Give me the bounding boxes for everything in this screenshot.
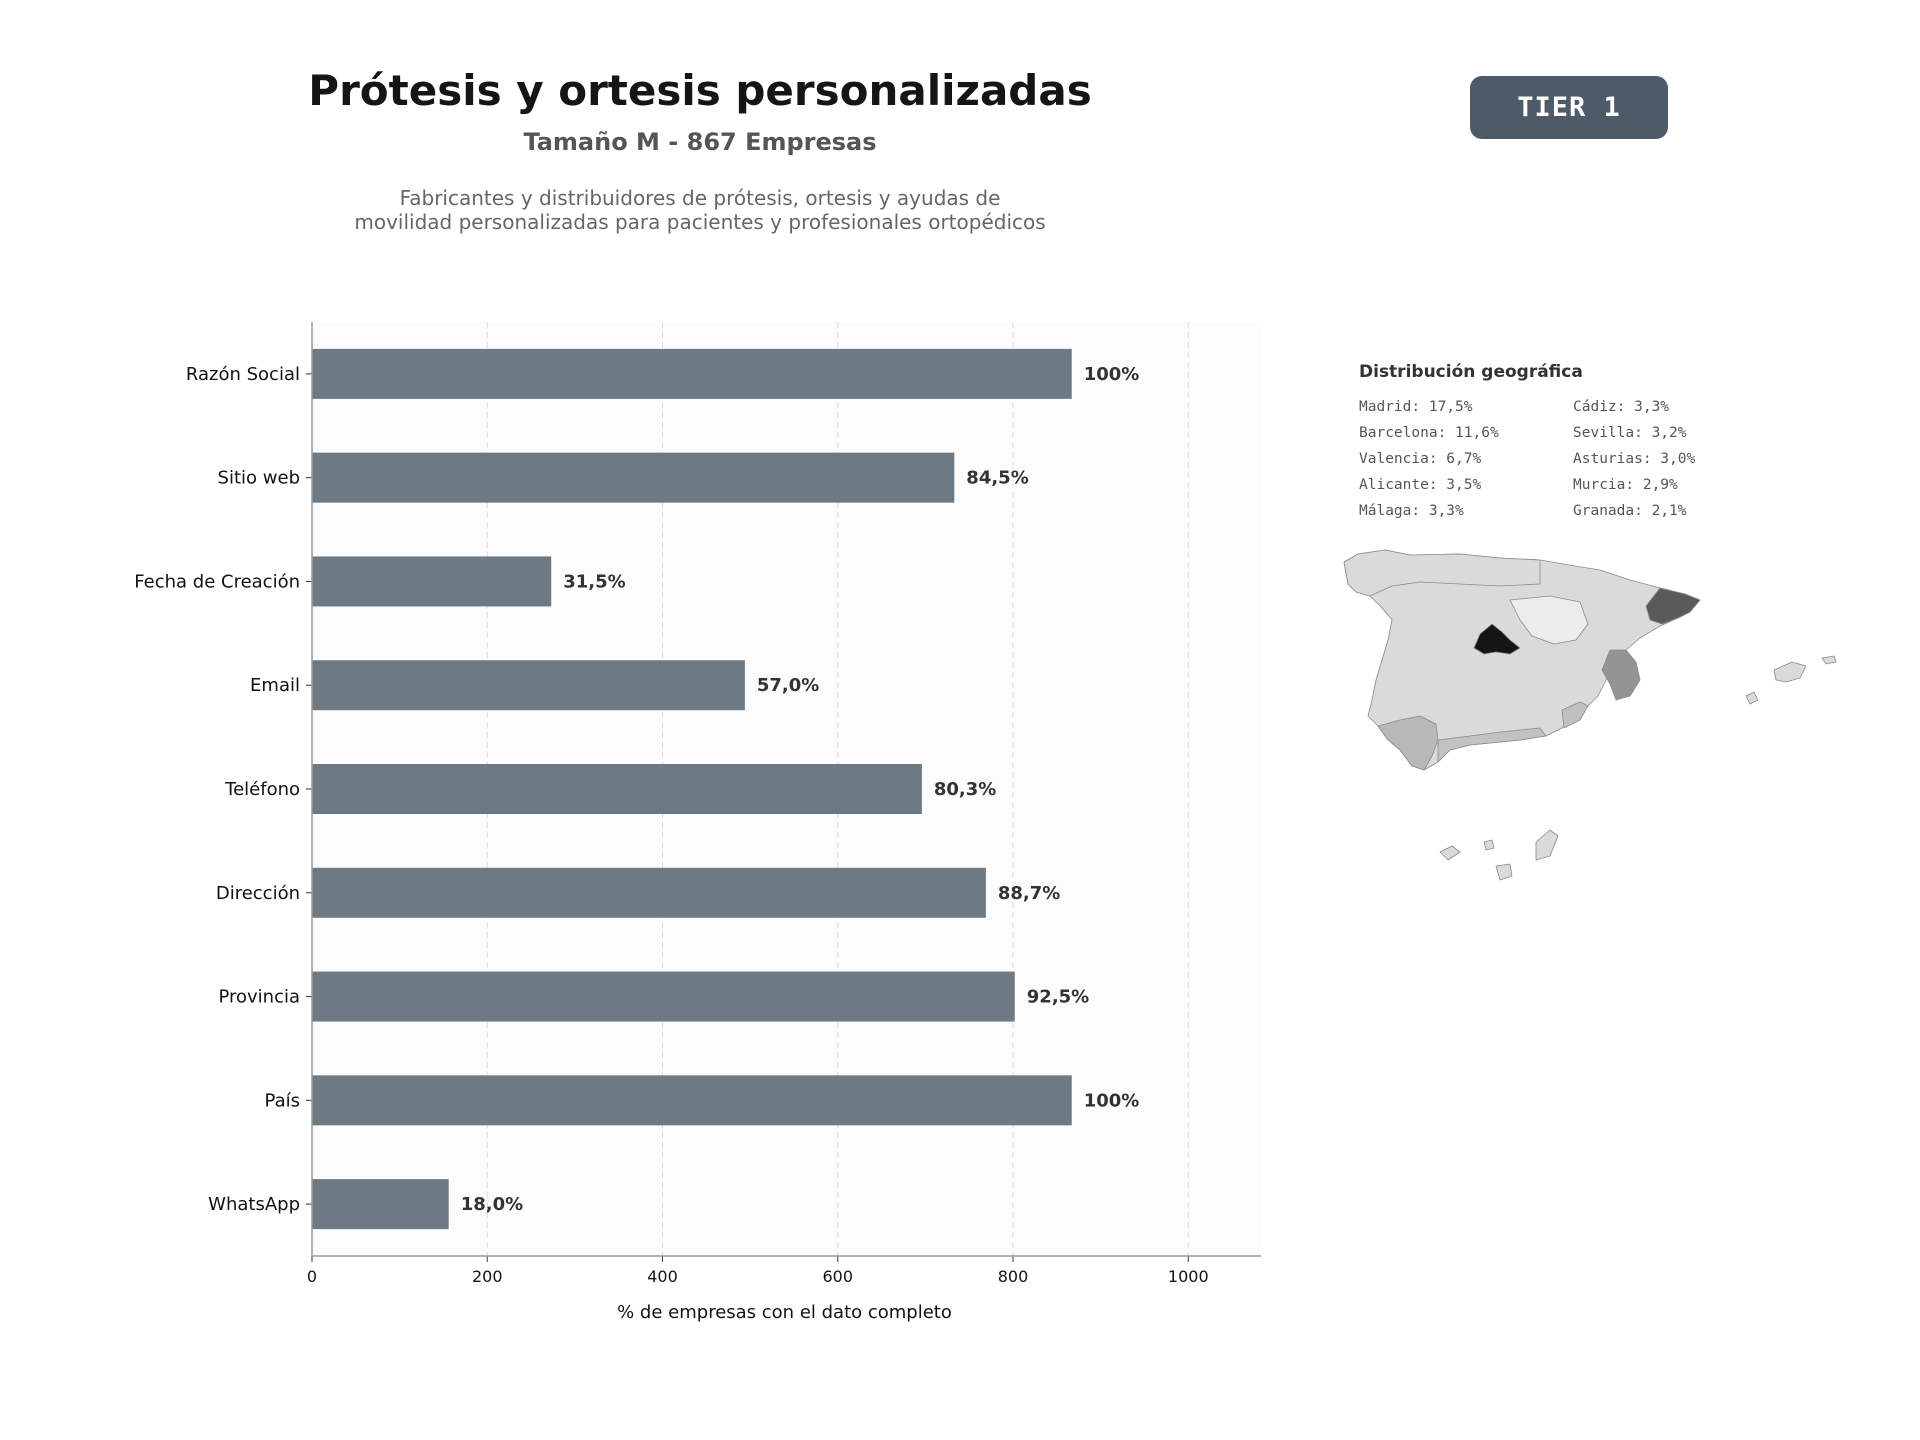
x-tick-label: 800 bbox=[998, 1267, 1029, 1286]
y-tick-label: WhatsApp bbox=[208, 1194, 300, 1215]
geo-item: Alicante: 3,5% bbox=[1359, 477, 1482, 493]
bar bbox=[312, 764, 922, 814]
bar bbox=[312, 867, 986, 918]
map-island-canary-4 bbox=[1483, 839, 1495, 851]
page-title: Prótesis y ortesis personalizadas bbox=[308, 66, 1092, 115]
bar bbox=[312, 660, 745, 711]
map-region-north bbox=[1343, 549, 1541, 597]
x-axis-label: % de empresas con el dato completo bbox=[617, 1302, 952, 1323]
description-line-1: Fabricantes y distribuidores de prótesis… bbox=[399, 186, 1001, 210]
map-island-menorca bbox=[1821, 655, 1837, 665]
description: Fabricantes y distribuidores de prótesis… bbox=[300, 186, 1100, 234]
y-tick-label: Fecha de Creación bbox=[134, 571, 300, 592]
geo-item: Madrid: 17,5% bbox=[1359, 399, 1473, 415]
map-region-catalonia bbox=[1645, 587, 1701, 625]
map-island-mallorca bbox=[1773, 661, 1807, 683]
geo-item: Asturias: 3,0% bbox=[1573, 451, 1696, 467]
bar bbox=[312, 1075, 1072, 1126]
x-tick-label: 400 bbox=[647, 1267, 678, 1286]
data-label: 92,5% bbox=[1027, 987, 1089, 1008]
data-label: 31,5% bbox=[563, 571, 625, 592]
map-region-andalusia-east bbox=[1437, 727, 1547, 763]
map-island-canary-2 bbox=[1495, 863, 1513, 881]
geo-item: Sevilla: 3,2% bbox=[1573, 425, 1687, 441]
bar bbox=[312, 971, 1015, 1022]
spain-map bbox=[1343, 549, 1837, 881]
x-tick-label: 1000 bbox=[1168, 1267, 1209, 1286]
geo-item: Valencia: 6,7% bbox=[1359, 451, 1482, 467]
y-tick-label: Razón Social bbox=[186, 364, 300, 385]
map-region-madrid bbox=[1473, 623, 1521, 655]
data-label: 84,5% bbox=[966, 468, 1028, 489]
bar-chart: 0 200 400 600 800 1000 Razón Social 100% Sitio w… bbox=[134, 322, 1261, 1323]
data-label: 88,7% bbox=[998, 883, 1060, 904]
geo-item: Málaga: 3,3% bbox=[1359, 503, 1464, 519]
tier-badge: TIER 1 bbox=[1470, 76, 1668, 139]
x-tick-label: 200 bbox=[472, 1267, 503, 1286]
y-tick-label: País bbox=[265, 1090, 300, 1111]
x-tick-label: 0 bbox=[307, 1267, 317, 1286]
map-island-canary-3 bbox=[1535, 829, 1559, 861]
data-label: 100% bbox=[1084, 364, 1140, 385]
description-line-2: movilidad personalizadas para pacientes … bbox=[354, 210, 1046, 234]
geo-item: Barcelona: 11,6% bbox=[1359, 425, 1499, 441]
bar bbox=[312, 1179, 449, 1230]
geo-item: Cádiz: 3,3% bbox=[1573, 399, 1670, 415]
map-island-ibiza bbox=[1745, 691, 1759, 705]
y-tick-label: Sitio web bbox=[218, 468, 300, 489]
data-label: 18,0% bbox=[461, 1194, 523, 1215]
map-region-valencia bbox=[1601, 649, 1641, 701]
data-label: 57,0% bbox=[757, 675, 819, 696]
map-region-andalusia-west bbox=[1377, 715, 1439, 771]
geo-distribution-title: Distribución geográfica bbox=[1359, 362, 1583, 382]
bar bbox=[312, 556, 552, 607]
y-tick-label: Dirección bbox=[216, 883, 300, 904]
map-region-murcia bbox=[1561, 701, 1589, 729]
geo-distribution-list: Madrid: 17,5% Cádiz: 3,3% Barcelona: 11,… bbox=[1359, 397, 1759, 521]
data-label: 100% bbox=[1084, 1090, 1140, 1111]
x-tick-label: 600 bbox=[822, 1267, 853, 1286]
geo-item: Granada: 2,1% bbox=[1573, 503, 1687, 519]
data-label: 80,3% bbox=[934, 779, 996, 800]
map-island-canary-1 bbox=[1439, 845, 1461, 861]
bar bbox=[312, 452, 955, 503]
page-subtitle: Tamaño M - 867 Empresas bbox=[523, 128, 877, 156]
y-tick-label: Teléfono bbox=[224, 779, 300, 800]
bar bbox=[312, 348, 1072, 399]
map-region-center-light bbox=[1509, 595, 1589, 645]
geo-item: Murcia: 2,9% bbox=[1573, 477, 1678, 493]
y-tick-label: Provincia bbox=[218, 987, 300, 1008]
y-tick-label: Email bbox=[250, 675, 300, 696]
